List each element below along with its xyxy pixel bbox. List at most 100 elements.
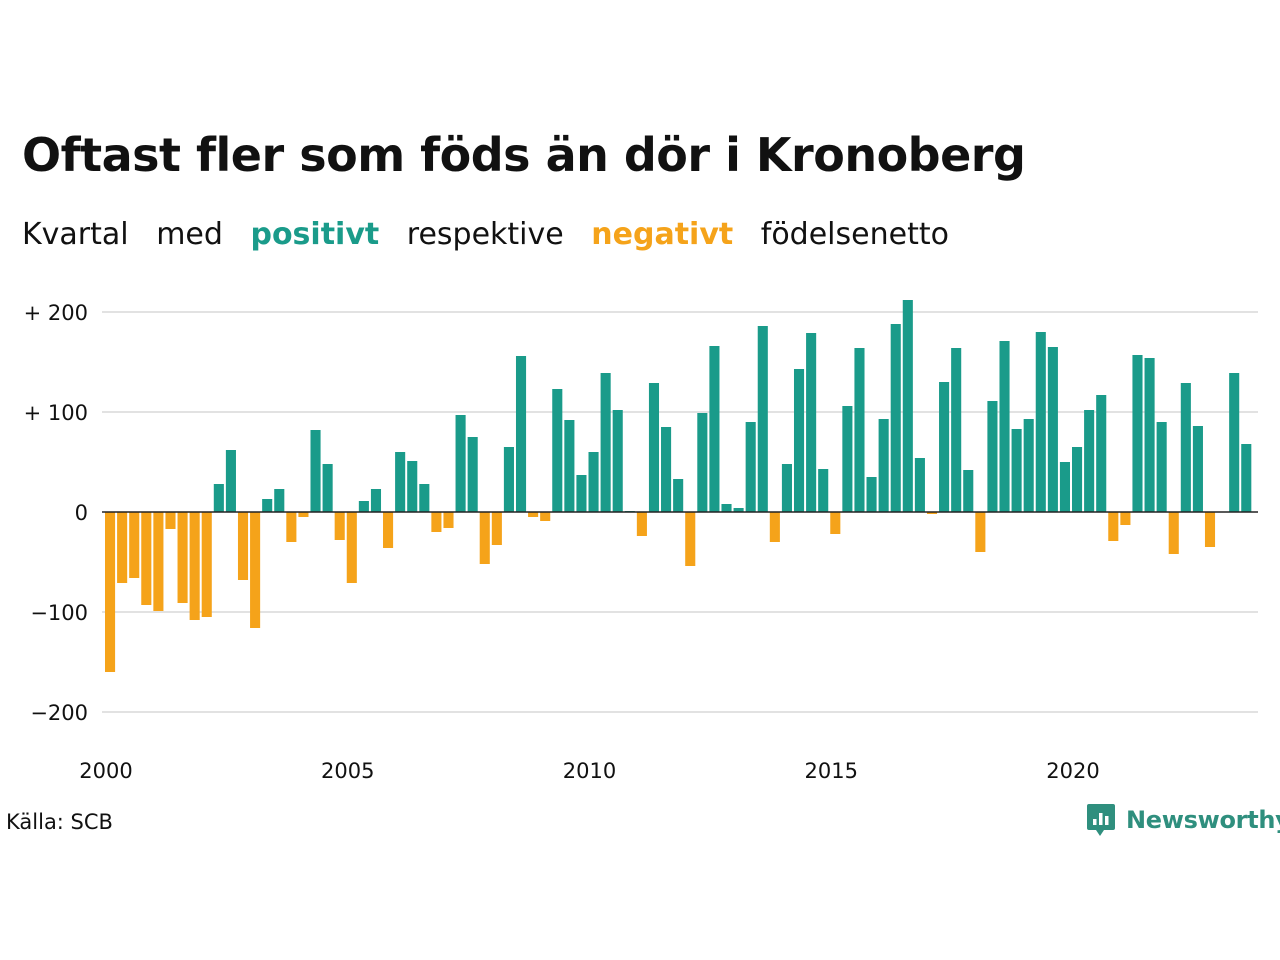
bar bbox=[1229, 373, 1240, 512]
bar bbox=[1120, 512, 1131, 525]
bar bbox=[189, 512, 200, 620]
bar bbox=[866, 477, 877, 512]
bar bbox=[564, 420, 575, 512]
bar bbox=[939, 382, 950, 512]
bar bbox=[1168, 512, 1179, 554]
bar bbox=[165, 512, 176, 529]
bar bbox=[479, 512, 490, 564]
x-tick-label: 2015 bbox=[805, 759, 858, 783]
bar bbox=[370, 489, 382, 512]
bar bbox=[1132, 355, 1143, 512]
subtitle-negative-label: negativt bbox=[591, 217, 734, 252]
bar bbox=[1096, 395, 1107, 512]
bar bbox=[914, 458, 925, 512]
x-tick-label: 2010 bbox=[563, 759, 616, 783]
bars bbox=[105, 300, 1252, 672]
bar bbox=[395, 452, 406, 512]
brand-logo: Newsworthy bbox=[1086, 802, 1280, 838]
chart-title: Oftast fler som föds än dör i Kronoberg bbox=[22, 128, 1026, 182]
y-tick-label: −200 bbox=[30, 701, 88, 725]
source-note: Källa: SCB bbox=[6, 810, 113, 834]
bar bbox=[322, 464, 333, 512]
bar bbox=[987, 401, 998, 512]
bar bbox=[576, 475, 587, 512]
bar bbox=[153, 512, 164, 611]
bar bbox=[1144, 358, 1155, 512]
bar bbox=[636, 512, 647, 536]
bar bbox=[842, 406, 853, 512]
bar bbox=[793, 369, 805, 512]
subtitle-kvartal: Kvartal bbox=[22, 217, 129, 252]
bar bbox=[552, 389, 563, 512]
subtitle-med: med bbox=[156, 217, 223, 252]
newsworthy-logo-icon bbox=[1087, 804, 1115, 836]
bar bbox=[1011, 429, 1022, 512]
bar bbox=[600, 373, 611, 512]
bar bbox=[878, 419, 889, 512]
bar bbox=[334, 512, 345, 540]
bar bbox=[503, 447, 514, 512]
bar bbox=[745, 422, 756, 512]
bar bbox=[685, 512, 696, 566]
bar bbox=[902, 300, 913, 512]
bar bbox=[721, 504, 732, 512]
bar bbox=[443, 512, 454, 528]
bar bbox=[237, 512, 249, 580]
bar bbox=[141, 512, 152, 605]
bar bbox=[358, 501, 369, 512]
bar bbox=[201, 512, 212, 617]
bar bbox=[1035, 332, 1046, 512]
bar bbox=[975, 512, 986, 552]
bar bbox=[951, 348, 962, 512]
bar bbox=[491, 512, 502, 545]
bar bbox=[1023, 419, 1034, 512]
gridlines bbox=[102, 311, 1258, 713]
bar bbox=[733, 508, 744, 512]
bar bbox=[346, 512, 357, 583]
subtitle-respektive: respektive bbox=[406, 217, 564, 252]
bar bbox=[1084, 410, 1095, 512]
bar bbox=[999, 341, 1010, 512]
bar bbox=[1108, 512, 1119, 541]
bar bbox=[1047, 347, 1058, 512]
y-axis-ticks: + 200 + 100 0 −100 −200 bbox=[24, 301, 88, 725]
bar bbox=[854, 348, 865, 512]
bar bbox=[467, 437, 478, 512]
bar bbox=[407, 461, 418, 512]
bar bbox=[225, 450, 236, 512]
bar bbox=[286, 512, 297, 542]
bar bbox=[926, 512, 938, 514]
bar bbox=[1072, 447, 1083, 512]
bar bbox=[757, 326, 768, 512]
bar bbox=[781, 464, 792, 512]
bar bbox=[1241, 444, 1252, 512]
y-tick-label: 0 bbox=[75, 501, 88, 525]
bar bbox=[105, 512, 116, 672]
bar bbox=[697, 413, 708, 512]
bar bbox=[383, 512, 394, 548]
chart-subtitle: Kvartal med positivt respektive negativt… bbox=[22, 217, 967, 252]
bar bbox=[963, 470, 974, 512]
bar bbox=[117, 512, 128, 583]
bar bbox=[310, 430, 321, 512]
bar bbox=[129, 512, 140, 578]
bar bbox=[830, 512, 841, 534]
bar bbox=[515, 356, 527, 512]
bar bbox=[455, 415, 466, 512]
y-tick-label: −100 bbox=[30, 601, 88, 625]
bar bbox=[612, 410, 623, 512]
x-tick-label: 2005 bbox=[321, 759, 374, 783]
bar bbox=[431, 512, 442, 532]
bar bbox=[648, 383, 660, 512]
bar bbox=[213, 484, 224, 512]
bar bbox=[1204, 512, 1216, 547]
bar bbox=[806, 333, 817, 512]
bar bbox=[528, 512, 539, 517]
bar bbox=[419, 484, 430, 512]
bar bbox=[769, 512, 780, 542]
subtitle-fodelsenetto: födelsenetto bbox=[760, 217, 949, 252]
bar bbox=[1192, 426, 1203, 512]
bar bbox=[250, 512, 261, 628]
bar bbox=[1156, 422, 1167, 512]
